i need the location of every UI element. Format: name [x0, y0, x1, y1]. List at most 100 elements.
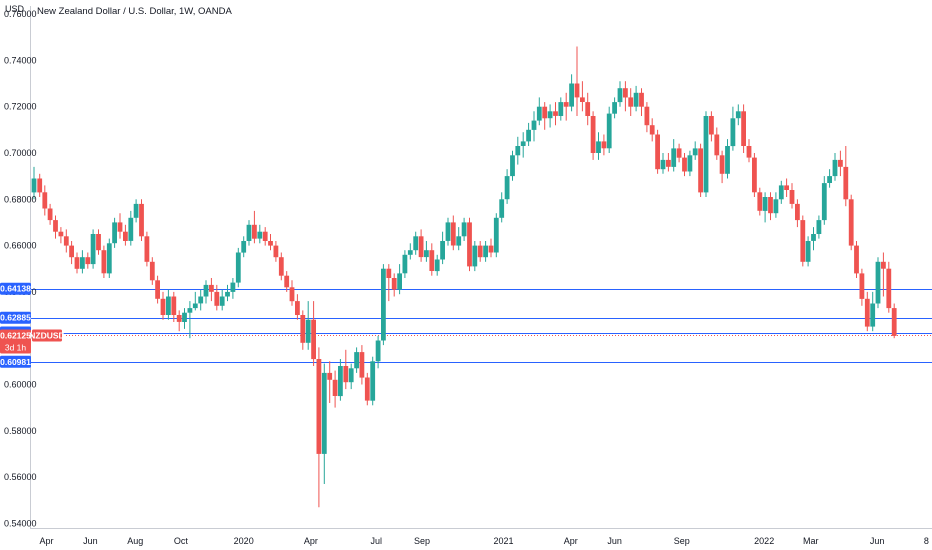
- candle-body[interactable]: [612, 102, 617, 114]
- candle-body[interactable]: [778, 185, 784, 200]
- candle-body[interactable]: [671, 148, 677, 167]
- candle-body[interactable]: [526, 129, 531, 142]
- candle-body[interactable]: [90, 234, 96, 265]
- candle-body[interactable]: [252, 224, 257, 239]
- candle-body[interactable]: [63, 236, 69, 246]
- candle-body[interactable]: [768, 197, 773, 214]
- candle-body[interactable]: [472, 245, 478, 267]
- candle-body[interactable]: [709, 116, 714, 135]
- candle-body[interactable]: [784, 185, 789, 190]
- candle-body[interactable]: [827, 176, 832, 183]
- candle-body[interactable]: [300, 315, 306, 343]
- candle-body[interactable]: [698, 148, 703, 193]
- candle-body[interactable]: [886, 268, 892, 309]
- candle-body[interactable]: [42, 192, 48, 209]
- candle-body[interactable]: [257, 231, 263, 239]
- candle-body[interactable]: [354, 352, 359, 369]
- candle-body[interactable]: [746, 146, 752, 158]
- candle-body[interactable]: [504, 176, 510, 200]
- candle-body[interactable]: [569, 83, 574, 107]
- candle-body[interactable]: [795, 203, 800, 221]
- candle-body[interactable]: [440, 241, 445, 260]
- candle-body[interactable]: [762, 197, 768, 211]
- candle-body[interactable]: [273, 245, 279, 258]
- candle-body[interactable]: [176, 315, 182, 322]
- candle-body[interactable]: [343, 366, 349, 383]
- candle-body[interactable]: [800, 220, 806, 262]
- candle-body[interactable]: [160, 298, 166, 315]
- candle-body[interactable]: [96, 234, 101, 251]
- candle-body[interactable]: [171, 296, 177, 316]
- candle-body[interactable]: [80, 257, 85, 269]
- candle-body[interactable]: [719, 155, 725, 174]
- candle-body[interactable]: [123, 231, 128, 241]
- candle-body[interactable]: [735, 111, 741, 119]
- candle-body[interactable]: [133, 203, 139, 218]
- candle-body[interactable]: [666, 159, 671, 167]
- candle-body[interactable]: [166, 296, 171, 316]
- candle-body[interactable]: [321, 372, 327, 454]
- candle-body[interactable]: [805, 241, 811, 262]
- candle-body[interactable]: [875, 261, 881, 304]
- candle-body[interactable]: [413, 236, 419, 251]
- candle-body[interactable]: [757, 192, 763, 211]
- candle-body[interactable]: [117, 222, 123, 232]
- candle-body[interactable]: [407, 250, 413, 255]
- candle-body[interactable]: [574, 83, 580, 98]
- candle-body[interactable]: [424, 250, 429, 258]
- candle-body[interactable]: [553, 111, 558, 116]
- candle-body[interactable]: [338, 366, 343, 397]
- candle-body[interactable]: [531, 120, 537, 130]
- candle-body[interactable]: [69, 245, 74, 258]
- candle-body[interactable]: [542, 106, 548, 119]
- candle-body[interactable]: [563, 102, 569, 107]
- candle-body[interactable]: [149, 261, 155, 281]
- candle-body[interactable]: [854, 245, 859, 274]
- candle-body[interactable]: [655, 134, 660, 170]
- candle-body[interactable]: [816, 220, 822, 234]
- candle-body[interactable]: [128, 217, 134, 241]
- candle-body[interactable]: [891, 308, 897, 336]
- candle-body[interactable]: [752, 157, 757, 193]
- candle-body[interactable]: [230, 282, 236, 292]
- candle-body[interactable]: [37, 178, 43, 193]
- candle-body[interactable]: [547, 111, 553, 119]
- candle-body[interactable]: [391, 278, 397, 290]
- candle-body[interactable]: [580, 97, 585, 102]
- candle-body[interactable]: [192, 303, 198, 309]
- candle-body[interactable]: [402, 254, 408, 274]
- candle-body[interactable]: [327, 372, 333, 380]
- candle-body[interactable]: [493, 217, 499, 253]
- candle-body[interactable]: [58, 231, 64, 237]
- candle-body[interactable]: [461, 222, 467, 237]
- candle-body[interactable]: [714, 134, 720, 156]
- candle-body[interactable]: [375, 340, 381, 362]
- candle-body[interactable]: [445, 222, 451, 241]
- candle-body[interactable]: [585, 102, 591, 116]
- candle-body[interactable]: [623, 88, 628, 98]
- candle-body[interactable]: [848, 199, 854, 246]
- candle-body[interactable]: [182, 312, 187, 322]
- candle-body[interactable]: [687, 155, 693, 172]
- candle-body[interactable]: [590, 116, 596, 153]
- candle-body[interactable]: [144, 236, 150, 262]
- candle-body[interactable]: [596, 141, 601, 153]
- candle-body[interactable]: [628, 97, 634, 107]
- candle-body[interactable]: [418, 236, 424, 258]
- candle-body[interactable]: [203, 284, 209, 297]
- candle-body[interactable]: [47, 208, 53, 221]
- candle-body[interactable]: [649, 125, 655, 135]
- candle-body[interactable]: [295, 301, 300, 315]
- candle-body[interactable]: [209, 284, 214, 292]
- candle-body[interactable]: [225, 291, 230, 297]
- candle-body[interactable]: [316, 359, 322, 454]
- candle-body[interactable]: [644, 106, 650, 126]
- candle-body[interactable]: [112, 222, 117, 244]
- candle-body[interactable]: [843, 166, 849, 200]
- candle-body[interactable]: [515, 146, 521, 156]
- candle-body[interactable]: [483, 245, 488, 258]
- candle-body[interactable]: [725, 146, 730, 174]
- candle-body[interactable]: [348, 368, 354, 383]
- candle-body[interactable]: [606, 113, 612, 149]
